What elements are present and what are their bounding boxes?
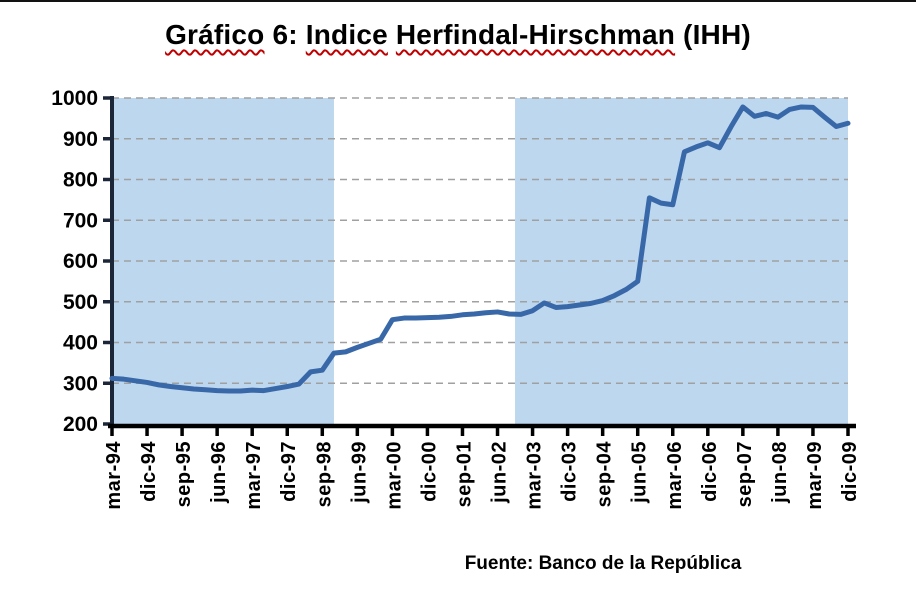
- x-tick-label: jun-99: [348, 441, 370, 504]
- x-tick-label: mar-03: [524, 441, 546, 510]
- x-tick-label: mar-94: [103, 441, 125, 510]
- y-tick-label: 200: [63, 413, 98, 436]
- y-tick-label: 700: [63, 209, 98, 232]
- x-tick-label: sep-01: [453, 441, 475, 507]
- y-tick-label: 800: [63, 169, 98, 192]
- y-tick-label: 600: [63, 250, 98, 273]
- x-tick-label: dic-97: [278, 441, 300, 502]
- y-tick-label: 300: [63, 372, 98, 395]
- x-tick-label: dic-03: [559, 441, 581, 502]
- x-tick-label: jun-02: [489, 441, 511, 504]
- title-segment: (IHH): [675, 19, 751, 50]
- y-tick-label: 900: [63, 128, 98, 151]
- x-tick-label: sep-04: [594, 441, 616, 508]
- x-tick-label: sep-98: [313, 441, 335, 507]
- ihh-series-line: [109, 104, 851, 394]
- x-tick-label: dic-09: [839, 441, 861, 502]
- x-tick-label: jun-96: [208, 441, 230, 504]
- y-tick-label: 500: [63, 291, 98, 314]
- title-segment: Indice: [305, 19, 388, 50]
- x-tick-label: dic-06: [699, 441, 721, 502]
- window-top-edge: [0, 0, 916, 2]
- x-tick-label: dic-00: [418, 441, 440, 502]
- y-tick-label: 400: [63, 332, 98, 355]
- x-tick-label: mar-09: [804, 441, 826, 510]
- y-tick-label: 1000: [51, 87, 98, 110]
- x-tick-label: sep-07: [734, 441, 756, 507]
- chart-title: Gráfico 6: Indice Herfindal-Hirschman (I…: [0, 19, 916, 51]
- source-caption: Fuente: Banco de la República: [464, 553, 742, 574]
- ihh-line-chart: 200 300 400 500 600 700 800 900 1000 mar-94 dic-94…: [51, 87, 861, 510]
- x-tick-label: mar-97: [243, 441, 265, 510]
- title-segment: Herfindal-Hirschman: [395, 19, 676, 50]
- title-segment: Gráfico: [165, 19, 265, 50]
- x-tick-label: sep-95: [173, 441, 195, 507]
- x-tick-label: jun-05: [629, 441, 651, 504]
- x-tick-label: jun-08: [769, 441, 791, 504]
- x-tick-label: mar-00: [383, 441, 405, 510]
- x-tick-label: dic-94: [138, 441, 160, 502]
- x-tick-label: mar-06: [664, 441, 686, 510]
- title-segment: 6:: [264, 19, 306, 50]
